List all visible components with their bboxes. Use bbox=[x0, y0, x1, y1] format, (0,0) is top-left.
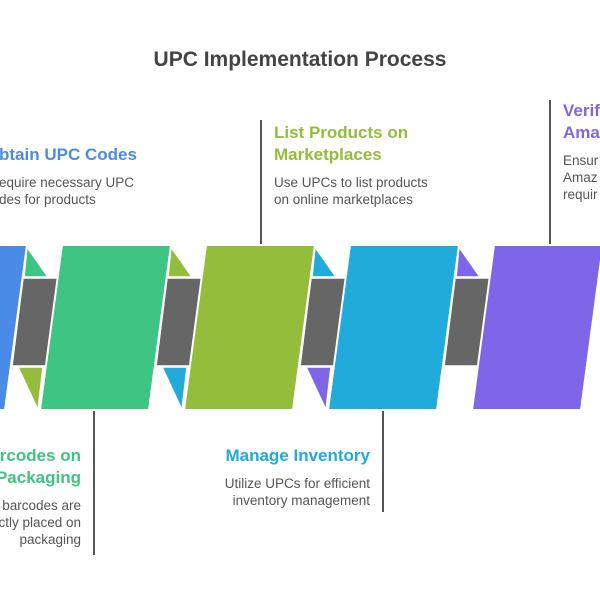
step-1-desc: equire necessary UPC des for products bbox=[0, 174, 137, 208]
step-1-desc-line: des for products bbox=[0, 192, 96, 207]
step-2-title: rcodes on Packaging bbox=[0, 445, 81, 489]
fold-triangle-top bbox=[23, 246, 49, 278]
step-1-title-line: btain UPC Codes bbox=[0, 145, 137, 164]
step-4-title: Manage Inventory bbox=[225, 445, 370, 467]
step-1-desc-line: equire necessary UPC bbox=[0, 175, 135, 190]
step-2-title-line: rcodes on bbox=[0, 446, 81, 465]
step-1-panel bbox=[0, 244, 28, 411]
step-1-title: btain UPC Codes bbox=[0, 144, 137, 166]
step-3-desc-line: on online marketplaces bbox=[274, 192, 413, 207]
step-5-title-line: Ama bbox=[563, 123, 600, 142]
step-5-desc-line: requir bbox=[563, 187, 598, 202]
step-3-desc: Use UPCs to list products on online marke… bbox=[274, 174, 428, 208]
fold-triangle-bottom bbox=[161, 366, 188, 411]
step-2-label: rcodes on Packaging barcodes are ctly plac… bbox=[0, 445, 81, 548]
step-4-panel bbox=[327, 244, 460, 411]
step-2-desc-line: packaging bbox=[19, 532, 81, 547]
step-3-label: List Products on Marketplaces Use UPCs to… bbox=[274, 122, 428, 208]
fold-triangle-top bbox=[167, 246, 193, 278]
step-5-desc-line: Ensur bbox=[563, 153, 599, 168]
step-3-title: List Products on Marketplaces bbox=[274, 122, 428, 166]
fold-triangle-bottom bbox=[305, 366, 332, 411]
step-5-title: Verif Ama bbox=[563, 100, 600, 144]
diagram-title: UPC Implementation Process bbox=[153, 48, 447, 71]
step-4-title-line: Manage Inventory bbox=[225, 446, 370, 465]
step-2-panel bbox=[39, 244, 172, 411]
step-3-panel bbox=[183, 244, 316, 411]
step-5-label: Verif Ama Ensur Amaz requir bbox=[563, 100, 600, 203]
step-4-desc: Utilize UPCs for efficient inventory mana… bbox=[225, 475, 370, 509]
step-4-desc-line: inventory management bbox=[232, 493, 370, 508]
step-5-desc-line: Amaz bbox=[563, 170, 598, 185]
step-4-label: Manage Inventory Utilize UPCs for effici… bbox=[225, 445, 370, 509]
step-4-desc-line: Utilize UPCs for efficient bbox=[224, 476, 370, 491]
fold-triangle-bottom bbox=[17, 366, 44, 411]
fold-triangle-top bbox=[455, 246, 481, 278]
step-3-title-line: List Products on bbox=[274, 123, 409, 142]
step-3-title-line: Marketplaces bbox=[274, 145, 382, 164]
step-2-desc: barcodes are ctly placed on packaging bbox=[0, 497, 81, 548]
step-5-panel bbox=[471, 244, 600, 411]
step-5-desc: Ensur Amaz requir bbox=[563, 152, 600, 203]
step-2-title-line: Packaging bbox=[0, 468, 81, 487]
fold-triangle-top bbox=[311, 246, 337, 278]
step-1-label: btain UPC Codes equire necessary UPC des … bbox=[0, 144, 137, 208]
step-3-desc-line: Use UPCs to list products bbox=[274, 175, 428, 190]
step-5-title-line: Verif bbox=[563, 101, 600, 120]
step-2-desc-line: ctly placed on bbox=[0, 515, 81, 530]
step-2-desc-line: barcodes are bbox=[2, 498, 81, 513]
